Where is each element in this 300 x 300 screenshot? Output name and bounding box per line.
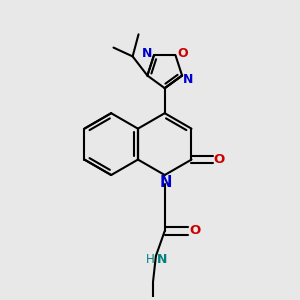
Text: O: O [178,47,188,60]
Text: N: N [183,73,194,85]
Text: H: H [146,253,154,266]
Text: N: N [160,175,172,190]
Text: O: O [189,224,200,238]
Text: N: N [141,47,152,60]
Text: N: N [158,253,168,266]
Text: O: O [214,153,225,166]
